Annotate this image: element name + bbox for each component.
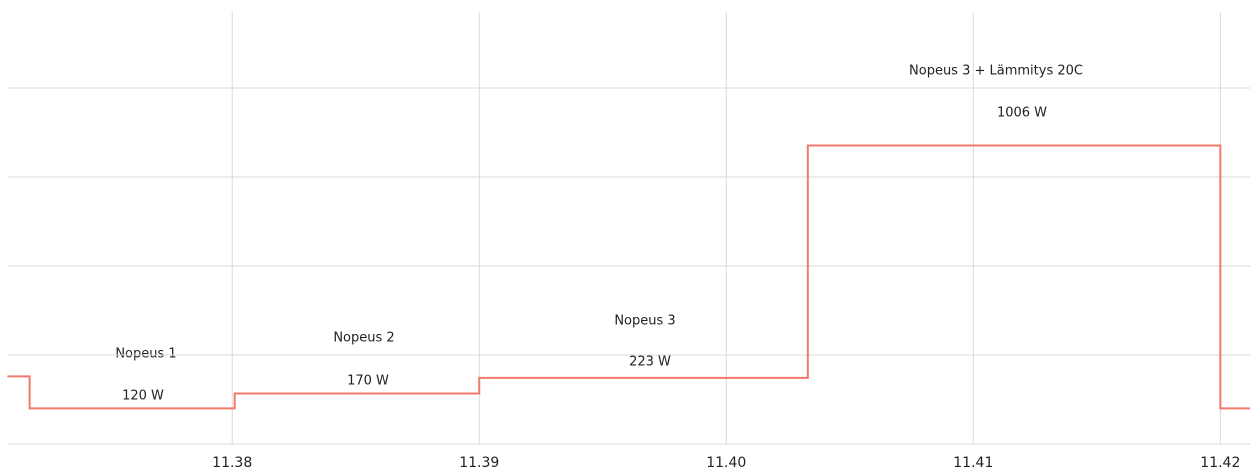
annotation: Nopeus 2 — [333, 331, 394, 346]
x-tick-label: 11.42 — [1200, 455, 1240, 468]
annotation: Nopeus 1 — [115, 347, 176, 362]
x-tick-label: 11.38 — [212, 455, 252, 468]
x-tick-label: 11.40 — [706, 455, 746, 468]
x-tick-label: 11.39 — [459, 455, 499, 468]
annotation: 223 W — [629, 355, 671, 370]
annotation: 1006 W — [997, 106, 1047, 121]
annotation: 120 W — [122, 389, 164, 404]
annotation: Nopeus 3 + Lämmitys 20C — [909, 64, 1083, 79]
annotation: Nopeus 3 — [614, 314, 675, 329]
step-line — [7, 144, 1250, 410]
annotation: 170 W — [347, 374, 389, 389]
x-tick-label: 11.41 — [953, 455, 993, 468]
